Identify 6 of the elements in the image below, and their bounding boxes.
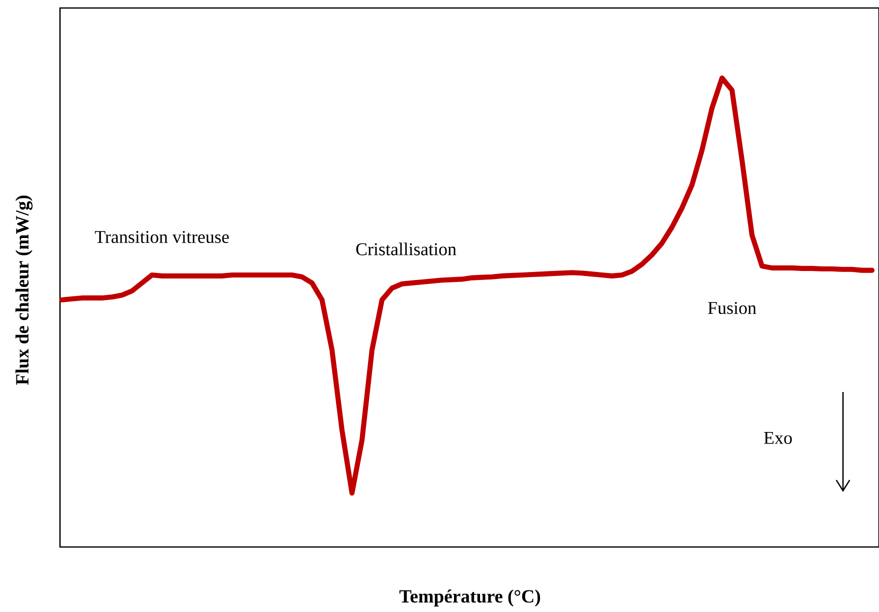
annotation: Fusion bbox=[708, 302, 756, 314]
y-axis-title: Flux de chaleur (mW/g) bbox=[15, 196, 33, 385]
annotation: Exo bbox=[764, 432, 792, 444]
x-axis-title: Température (°C) bbox=[399, 590, 540, 606]
annotation: Cristallisation bbox=[356, 242, 456, 256]
annotation: Transition vitreuse bbox=[94, 230, 229, 244]
